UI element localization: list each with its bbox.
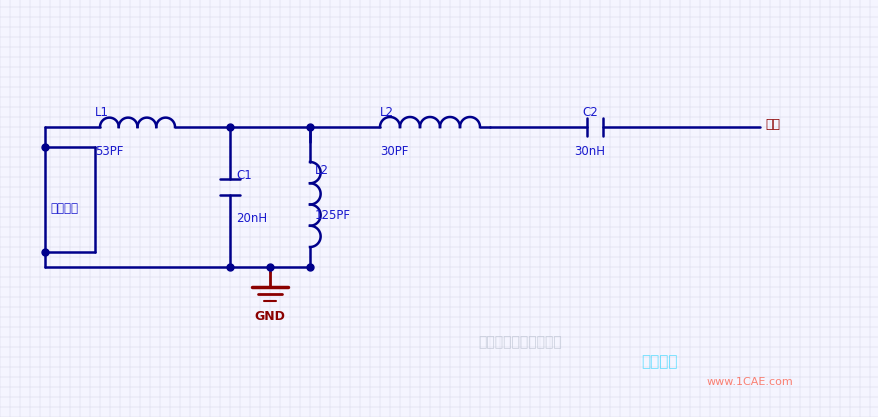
- Text: 30nH: 30nH: [574, 145, 605, 158]
- Text: L2: L2: [314, 164, 328, 177]
- Text: 仿真在线: 仿真在线: [641, 354, 678, 369]
- Text: 天线本体: 天线本体: [50, 201, 78, 214]
- Text: 深圳市微航磁电技术有: 深圳市微航磁电技术有: [478, 335, 561, 349]
- Text: 30PF: 30PF: [379, 145, 408, 158]
- Text: 125PF: 125PF: [314, 209, 350, 222]
- Text: L1: L1: [95, 106, 109, 119]
- Text: C2: C2: [581, 106, 597, 119]
- Text: GND: GND: [255, 310, 285, 323]
- Text: 馈点: 馈点: [764, 118, 779, 131]
- Text: C1: C1: [235, 169, 251, 182]
- Text: L2: L2: [379, 106, 393, 119]
- Text: 20nH: 20nH: [235, 212, 267, 225]
- Text: 53PF: 53PF: [95, 145, 123, 158]
- Text: www.1CAE.com: www.1CAE.com: [706, 377, 793, 387]
